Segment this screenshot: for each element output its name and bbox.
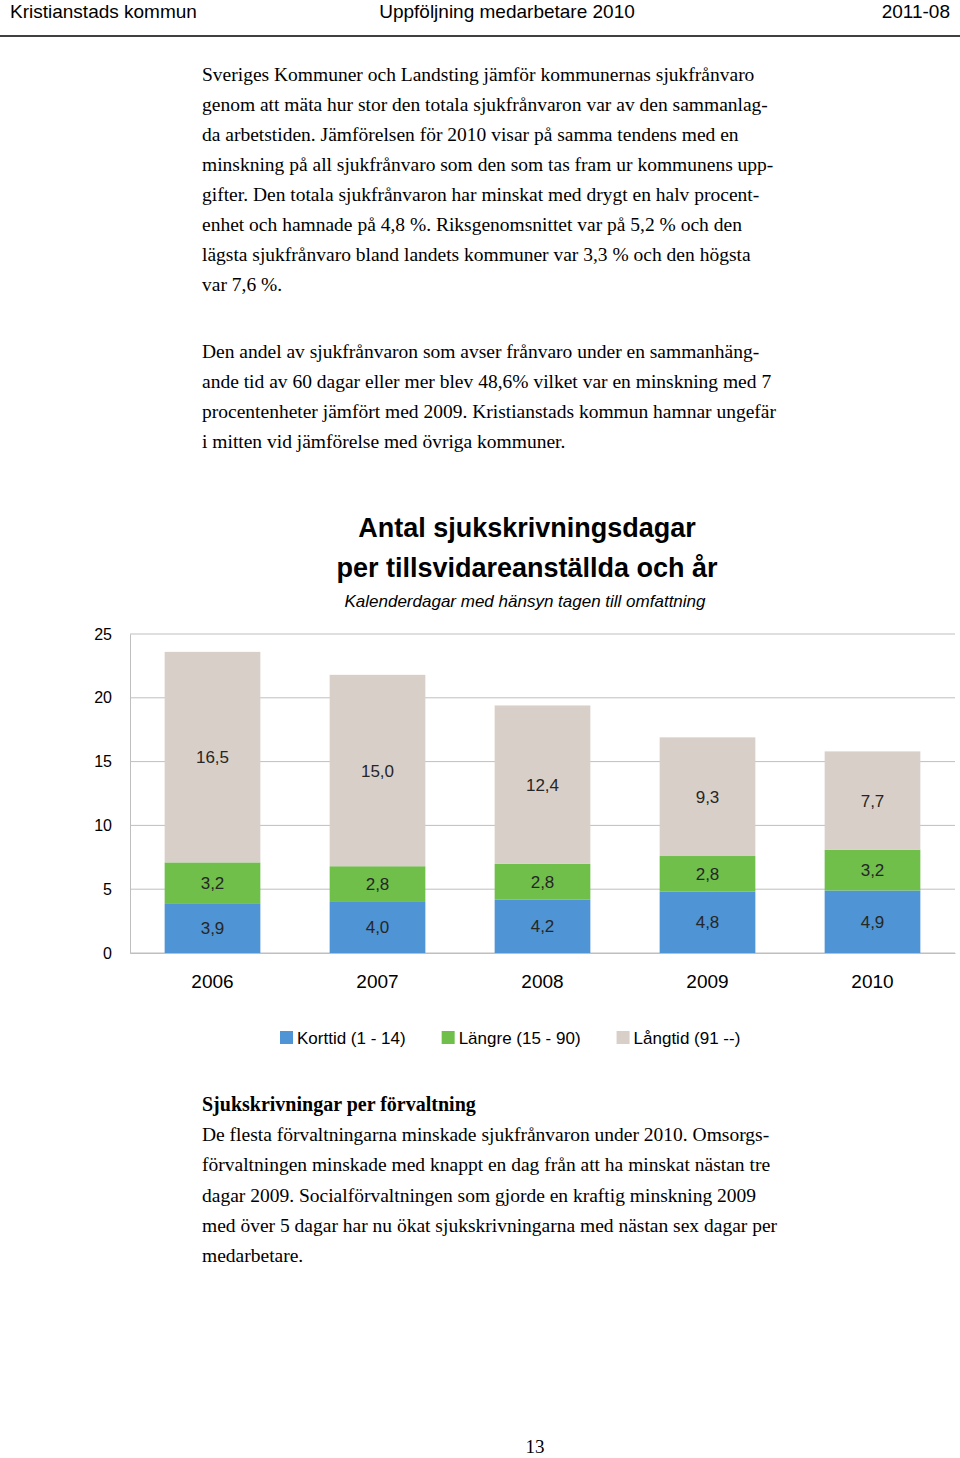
- paragraph: Den andel av sjukfrånvaron som avser frå…: [202, 341, 776, 452]
- paragraph: Sveriges Kommuner och Landsting jämför k…: [202, 64, 773, 295]
- y-tick: 0: [103, 945, 130, 962]
- bar: [165, 862, 261, 903]
- data-label: 4,8: [696, 913, 720, 932]
- paragraph-line: Den andel av sjukfrånvaron som avser frå…: [202, 341, 759, 362]
- chart-subtitle: Kalenderdagar med hänsyn tagen till omfa…: [344, 592, 706, 611]
- legend-swatch: [280, 1031, 293, 1044]
- bar: [660, 737, 756, 856]
- grid: [130, 634, 955, 953]
- paragraph-line: gifter. Den totala sjukfrånvaron har min…: [202, 184, 759, 205]
- section-line: med över 5 dagar har nu ökat sjukskrivni…: [202, 1215, 778, 1236]
- chart-title: per tillsvidareanställda och år: [336, 553, 718, 583]
- x-axis: 2006 2007 2008 2009 2010: [131, 953, 956, 992]
- data-label: 2,8: [531, 873, 555, 892]
- bar: [660, 856, 756, 892]
- bar: [330, 675, 426, 866]
- x-tick: 2008: [521, 953, 563, 992]
- legend: Korttid (1 - 14) Längre (15 - 90) Långtid …: [280, 1029, 740, 1048]
- bar: [165, 652, 261, 863]
- y-tick-label: 5: [103, 881, 112, 898]
- bar: [330, 902, 426, 953]
- paragraph-line: enhet och hamnade på 4,8 %. Riksgenomsni…: [202, 214, 742, 235]
- y-tick-label: 15: [94, 753, 112, 770]
- x-tick-label: 2006: [191, 971, 233, 992]
- data-label: 3,2: [201, 874, 225, 893]
- bar: [660, 892, 756, 953]
- y-axis-line: [130, 635, 131, 954]
- y-tick-label: 25: [94, 626, 112, 643]
- y-tick: 25: [94, 626, 130, 643]
- header-left: Kristianstads kommun: [10, 1, 197, 22]
- y-axis: 0 5 10 15 20 25: [94, 626, 130, 962]
- bar: [825, 850, 921, 891]
- header-center: Uppföljning medarbetare 2010: [379, 1, 635, 22]
- data-label: 4,0: [366, 918, 390, 937]
- data-label: 9,3: [696, 788, 720, 807]
- data-label: 16,5: [196, 748, 229, 767]
- x-tick-label: 2010: [851, 971, 893, 992]
- header: Kristianstads kommun Uppföljning medarbet…: [0, 1, 960, 36]
- paragraph-line: ande tid av 60 dagar eller mer blev 48,6…: [202, 371, 771, 392]
- data-label: 3,9: [201, 919, 225, 938]
- x-tick: 2009: [686, 953, 728, 992]
- data-label: 12,4: [526, 776, 559, 795]
- bar: [495, 864, 591, 900]
- bar: [165, 903, 261, 953]
- y-tick: 5: [103, 881, 130, 898]
- x-tick: 2006: [191, 953, 233, 992]
- section-heading: Sjukskrivningar per förvaltning: [202, 1093, 476, 1116]
- bar: [495, 899, 591, 953]
- data-label: 15,0: [361, 762, 394, 781]
- bars: [165, 652, 921, 953]
- x-tick: 2007: [356, 953, 398, 992]
- section: Sjukskrivningar per förvaltning De flesta…: [202, 1093, 778, 1266]
- data-label: 4,9: [861, 913, 885, 932]
- paragraph-line: Sveriges Kommuner och Landsting jämför k…: [202, 64, 754, 85]
- paragraph-line: var 7,6 %.: [202, 274, 282, 295]
- paragraph-line: da arbetstiden. Jämförelsen för 2010 vis…: [202, 124, 739, 145]
- legend-label: Korttid (1 - 14): [297, 1029, 406, 1048]
- y-tick: 20: [94, 689, 130, 706]
- paragraph-line: procentenheter jämfört med 2009. Kristia…: [202, 401, 776, 422]
- x-tick-label: 2009: [686, 971, 728, 992]
- paragraph-line: genom att mäta hur stor den totala sjukf…: [202, 94, 768, 115]
- legend-label: Långtid (91 --): [634, 1029, 741, 1048]
- y-tick: 10: [94, 817, 130, 834]
- data-label: 3,2: [861, 861, 885, 880]
- y-tick: 15: [94, 753, 130, 770]
- legend-swatch: [442, 1031, 455, 1044]
- bar: [825, 751, 921, 849]
- y-tick-label: 10: [94, 817, 112, 834]
- section-line: dagar 2009. Socialförvaltningen som gjor…: [202, 1185, 756, 1206]
- legend-swatch: [617, 1031, 630, 1044]
- x-tick: 2010: [851, 953, 893, 992]
- chart: Antal sjukskrivningsdagar per tillsvidare…: [94, 513, 955, 1048]
- page-number: 13: [526, 1436, 545, 1457]
- header-right: 2011-08: [882, 1, 950, 22]
- x-tick-label: 2008: [521, 971, 563, 992]
- bar: [330, 866, 426, 902]
- section-line: förvaltningen minskade med knappt en dag…: [202, 1154, 770, 1175]
- chart-title: Antal sjukskrivningsdagar: [358, 513, 696, 543]
- section-line: De flesta förvaltningarna minskade sjukf…: [202, 1124, 769, 1145]
- data-labels: 3,9 4,0 4,2 4,8 4,9 3,2 2,8 2,8 2,8 3,2 16,5 15,0 12…: [196, 748, 884, 938]
- bar: [495, 705, 591, 863]
- data-label: 4,2: [531, 917, 555, 936]
- y-tick-label: 20: [94, 689, 112, 706]
- data-label: 2,8: [696, 865, 720, 884]
- paragraph-line: i mitten vid jämförelse med övriga kommu…: [202, 431, 565, 452]
- x-tick-label: 2007: [356, 971, 398, 992]
- x-axis-line: [131, 953, 956, 954]
- header-rule: [0, 35, 960, 37]
- y-tick-label: 0: [103, 945, 112, 962]
- legend-label: Längre (15 - 90): [459, 1029, 581, 1048]
- data-label: 7,7: [861, 792, 885, 811]
- section-line: medarbetare.: [202, 1245, 303, 1266]
- paragraph-line: minskning på all sjukfrånvaro som den so…: [202, 154, 773, 175]
- data-label: 2,8: [366, 875, 390, 894]
- bar: [825, 890, 921, 953]
- page: Kristianstads kommun Uppföljning medarbet…: [0, 0, 960, 1458]
- grid-line: [130, 634, 955, 635]
- paragraph-line: lägsta sjukfrånvaro bland landets kommun…: [202, 244, 751, 265]
